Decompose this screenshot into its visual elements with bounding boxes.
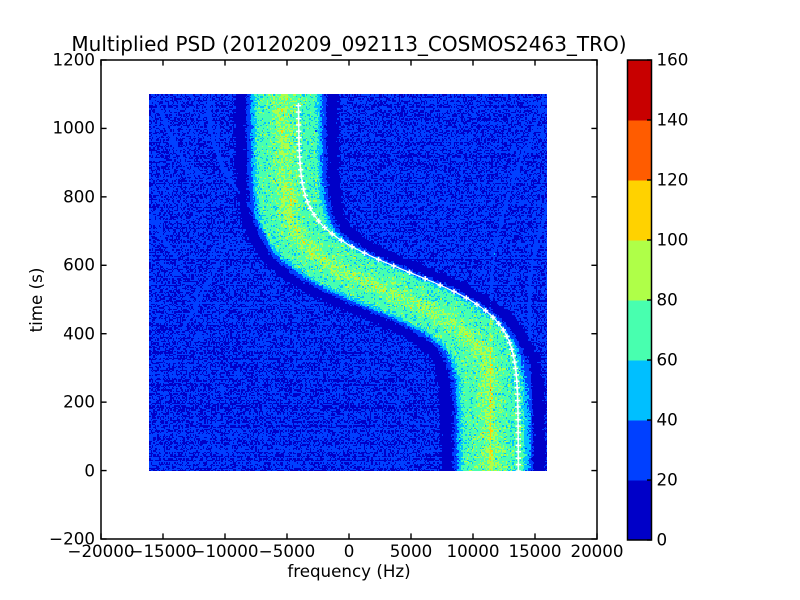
colorbar-segment xyxy=(627,240,652,301)
colorbar-tick-label: 0 xyxy=(656,529,668,550)
psd-heatmap-image xyxy=(149,94,547,471)
chart-title: Multiplied PSD (20120209_092113_COSMOS24… xyxy=(71,32,627,56)
y-tick-label: 200 xyxy=(63,391,95,412)
x-tick-label: −10000 xyxy=(191,541,259,561)
colorbar-tick-label: 60 xyxy=(656,349,678,370)
x-tick-label: −5000 xyxy=(258,541,316,561)
y-tick-label: 800 xyxy=(63,186,95,207)
y-tick-label: −200 xyxy=(49,528,95,549)
y-tick-label: 400 xyxy=(63,323,95,344)
colorbar-tick-label: 40 xyxy=(656,409,678,430)
colorbar-tick-label: 140 xyxy=(656,109,689,130)
colorbar-segment xyxy=(627,480,652,541)
colorbar-segment xyxy=(627,360,652,421)
x-tick-label: 15000 xyxy=(508,541,562,561)
colorbar-tick-label: 100 xyxy=(656,229,689,250)
x-tick-label: −15000 xyxy=(129,541,197,561)
x-tick-label: 20000 xyxy=(570,541,624,561)
colorbar-segment xyxy=(627,180,652,241)
axes-frame xyxy=(100,59,598,540)
colorbar-tick-label: 120 xyxy=(656,169,689,190)
colorbar-segment xyxy=(627,420,652,481)
colorbar-segment xyxy=(627,120,652,181)
colorbar-tick-label: 160 xyxy=(656,49,689,70)
y-tick-label: 1000 xyxy=(52,117,95,138)
x-axis-label: frequency (Hz) xyxy=(287,561,411,581)
x-tick-label: 0 xyxy=(343,541,355,561)
y-tick-label: 600 xyxy=(63,254,95,275)
colorbar-tick-label: 20 xyxy=(656,469,678,490)
y-tick-label: 0 xyxy=(84,460,95,481)
x-tick-label: −20000 xyxy=(67,541,135,561)
colorbar-segment xyxy=(627,60,652,121)
colorbar-segment xyxy=(627,300,652,361)
y-tick-label: 1200 xyxy=(52,49,95,70)
colorbar-tick-label: 80 xyxy=(656,289,678,310)
x-tick-label: 10000 xyxy=(446,541,500,561)
x-tick-label: 5000 xyxy=(389,541,433,561)
